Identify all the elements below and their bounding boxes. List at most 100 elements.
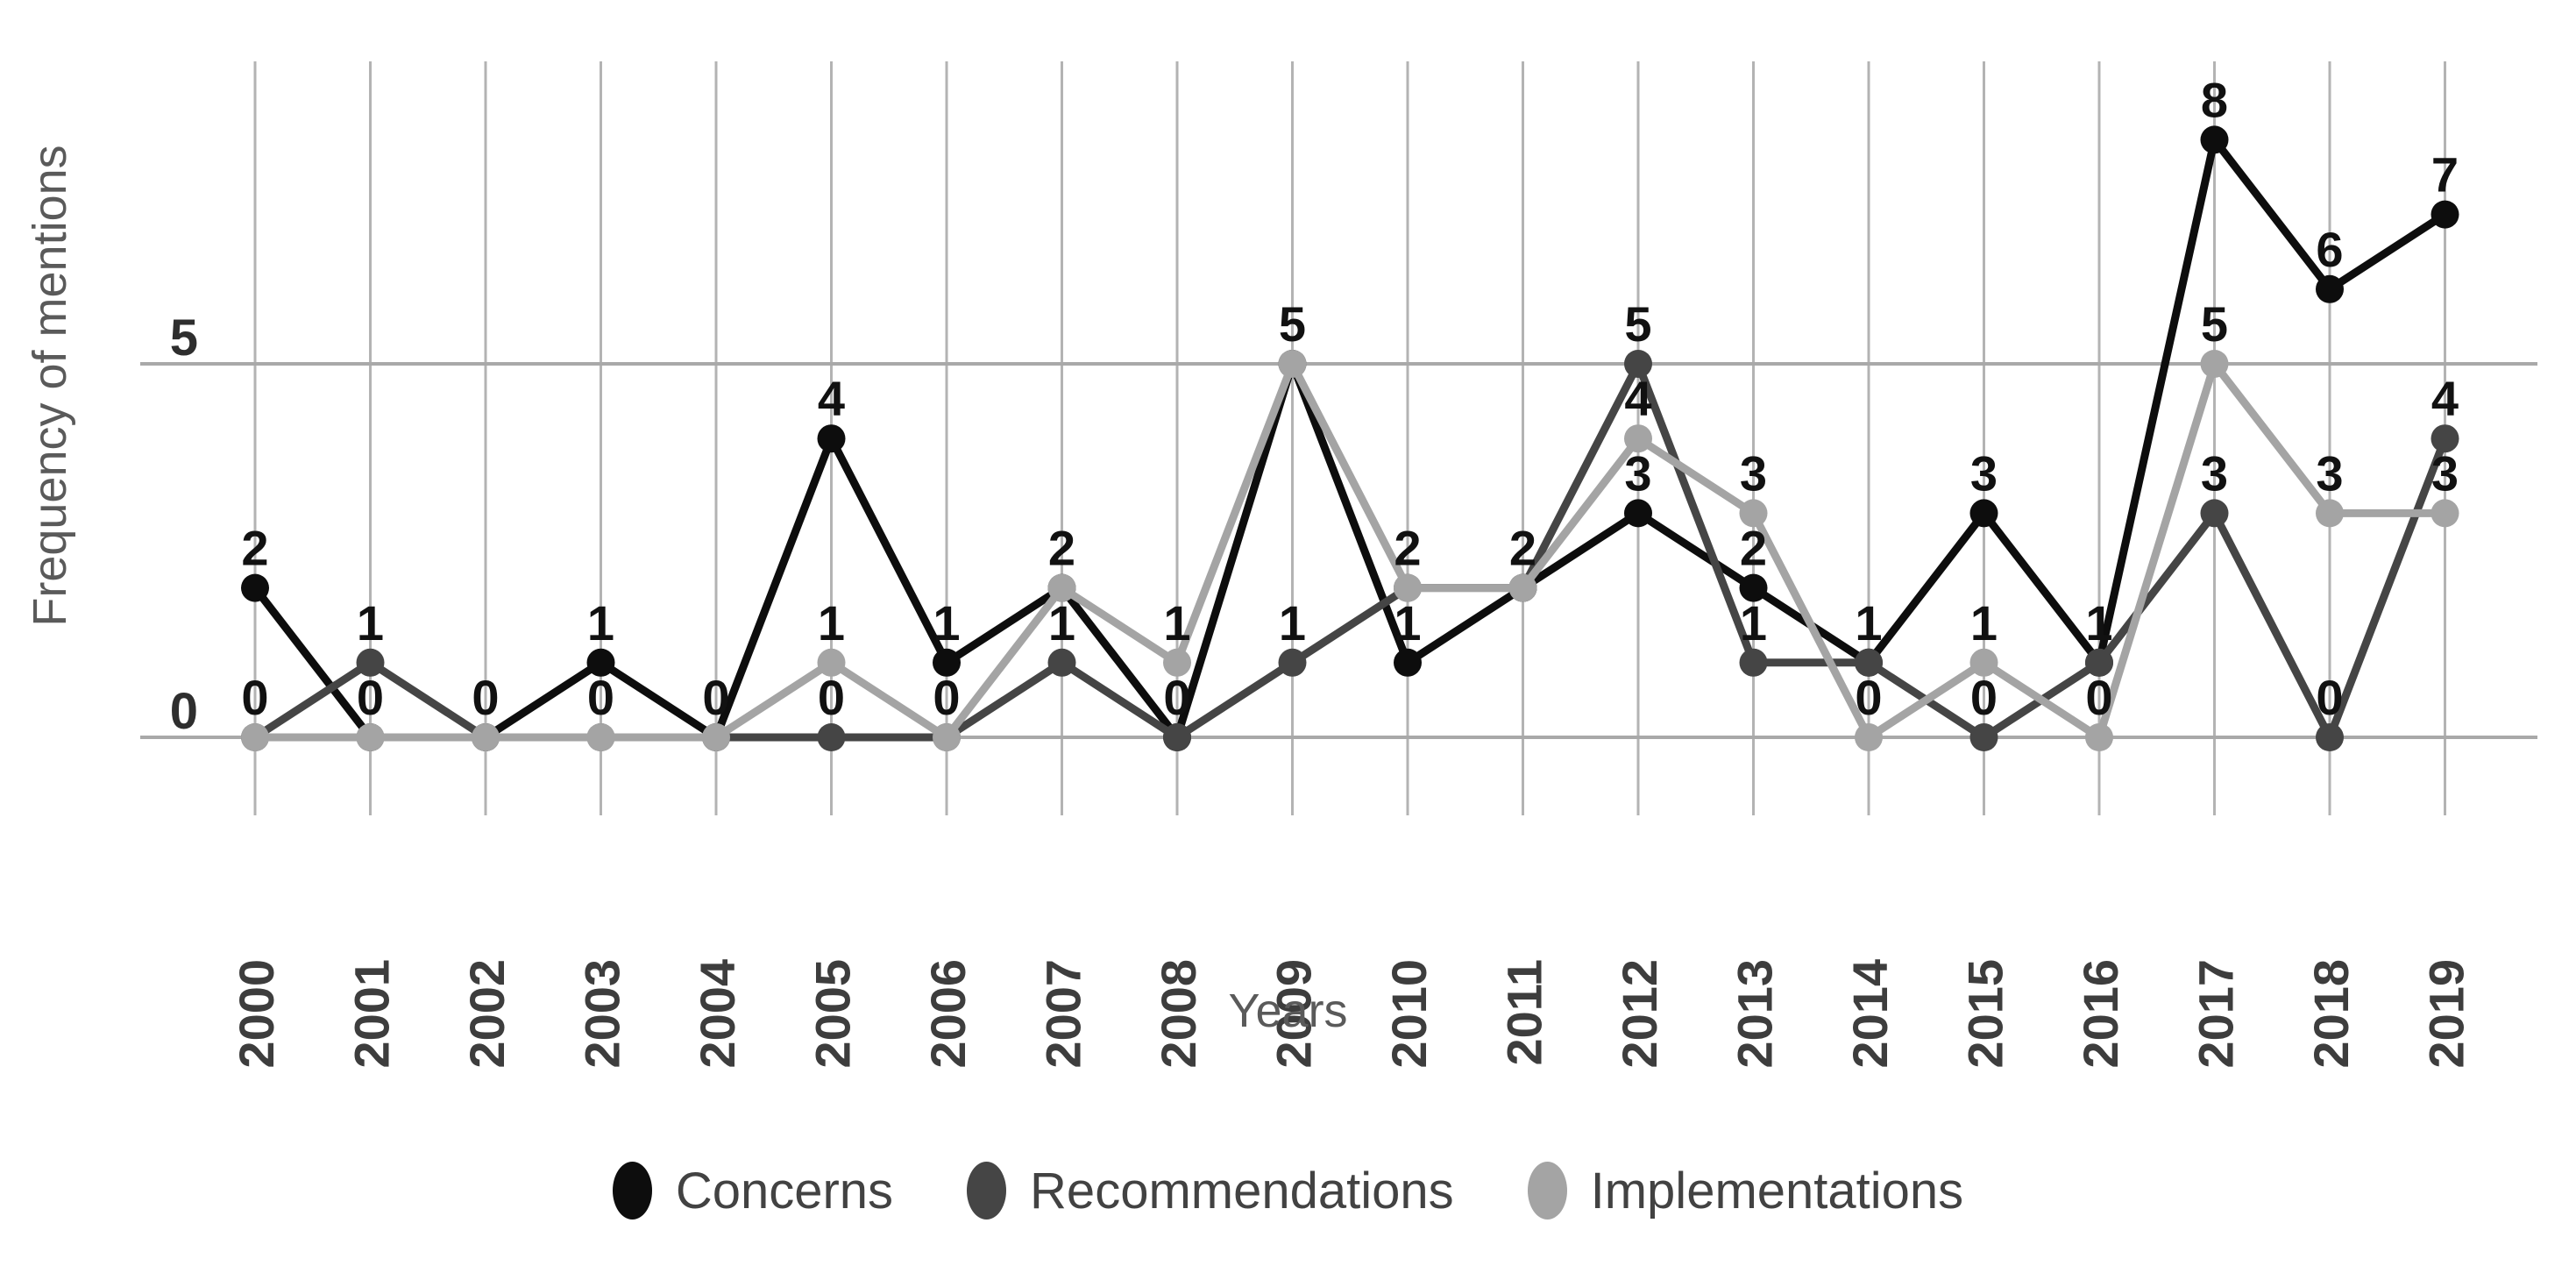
point-label-2017-5: 5 xyxy=(2201,296,2228,352)
legend-item-concerns: Concerns xyxy=(612,1162,894,1220)
point-label-2016-1: 1 xyxy=(2085,595,2112,651)
x-tick-label-2018: 2018 xyxy=(2303,959,2359,1069)
point-label-2008-0: 0 xyxy=(1163,670,1190,725)
data-point-recommendations-2009 xyxy=(1278,648,1307,677)
point-label-2003-1: 1 xyxy=(587,595,614,651)
data-point-recommendations-2012 xyxy=(1624,350,1652,378)
point-label-2005-0: 0 xyxy=(818,670,845,725)
data-point-recommendations-2018 xyxy=(2316,723,2344,751)
point-label-2000-2: 2 xyxy=(241,521,268,576)
x-tick-label-2001: 2001 xyxy=(344,959,400,1069)
point-label-2015-3: 3 xyxy=(1970,445,1998,501)
data-point-concerns-2010 xyxy=(1394,648,1422,677)
point-label-2008-1: 1 xyxy=(1163,595,1190,651)
x-tick-label-2012: 2012 xyxy=(1612,959,1667,1069)
data-point-implementations-2007 xyxy=(1047,573,1076,602)
x-tick-label-2005: 2005 xyxy=(805,959,861,1069)
data-point-concerns-2015 xyxy=(1969,499,1998,528)
data-point-concerns-2005 xyxy=(817,424,846,453)
point-value-labels: 2 0 0 1 0 1 0 0 4 0 1 1 0 2 1 0 1 5 1 1 2 2 3 5 4 2 1 3 1 0 3 0 1 1 0 8 3 5 6 0… xyxy=(241,72,2459,725)
point-label-2012-5: 5 xyxy=(1624,296,1651,352)
data-point-implementations-2000 xyxy=(241,723,269,751)
point-label-2013-3: 3 xyxy=(1740,445,1767,501)
x-tick-label-2011: 2011 xyxy=(1497,959,1552,1066)
series-line-concerns xyxy=(251,135,2449,742)
data-point-implementations-2006 xyxy=(933,723,961,751)
data-point-implementations-2008 xyxy=(1163,648,1191,677)
data-point-concerns-2019 xyxy=(2431,200,2459,229)
point-label-2009-1: 1 xyxy=(1279,595,1306,651)
data-point-implementations-2019 xyxy=(2431,499,2459,528)
data-point-implementations-2014 xyxy=(1855,723,1883,751)
x-tick-label-2006: 2006 xyxy=(920,959,976,1069)
x-tick-label-2003: 2003 xyxy=(575,959,630,1069)
point-label-2016-0: 0 xyxy=(2085,670,2112,725)
data-point-implementations-2002 xyxy=(472,723,500,751)
point-label-2015-0: 0 xyxy=(1970,670,1998,725)
data-point-implementations-2016 xyxy=(2085,723,2113,751)
point-label-2007-1: 1 xyxy=(1048,595,1075,651)
point-label-2011-2: 2 xyxy=(1509,521,1536,576)
point-label-2004-0: 0 xyxy=(702,670,729,725)
data-point-recommendations-2015 xyxy=(1969,723,1998,751)
x-tick-label-2009: 2009 xyxy=(1267,959,1322,1069)
data-point-implementations-2017 xyxy=(2200,350,2229,378)
data-point-implementations-2011 xyxy=(1508,573,1537,602)
point-label-2001-0: 0 xyxy=(357,670,384,725)
y-tick-label-0: 0 xyxy=(170,683,198,740)
x-axis-title: Years xyxy=(1228,985,1348,1037)
data-point-recommendations-2005 xyxy=(817,723,846,751)
point-label-2009-5: 5 xyxy=(1279,296,1306,352)
point-label-2006-0: 0 xyxy=(933,670,960,725)
chart-legend: Concerns Recommendations Implementations xyxy=(0,1156,2576,1226)
y-tick-label-5: 5 xyxy=(170,309,198,366)
data-point-implementations-2004 xyxy=(702,723,730,751)
point-label-2017-8: 8 xyxy=(2201,72,2228,127)
data-point-implementations-2015 xyxy=(1969,648,1998,677)
series-line-implementations xyxy=(251,359,2449,742)
x-tick-label-2007: 2007 xyxy=(1036,959,1091,1069)
legend-label-concerns: Concerns xyxy=(675,1162,894,1220)
data-point-implementations-2010 xyxy=(1394,573,1422,602)
point-label-2002-0: 0 xyxy=(472,670,499,725)
legend-item-recommendations: Recommendations xyxy=(967,1162,1454,1220)
point-label-2005-1: 1 xyxy=(818,595,845,651)
x-tick-label-2002: 2002 xyxy=(459,959,514,1069)
data-point-implementations-2018 xyxy=(2316,499,2344,528)
data-point-concerns-2000 xyxy=(241,573,269,602)
x-tick-label-2015: 2015 xyxy=(1958,959,2013,1069)
point-label-2007-2: 2 xyxy=(1048,521,1075,576)
data-point-recommendations-2001 xyxy=(356,648,385,677)
point-label-2003-0: 0 xyxy=(587,670,614,725)
data-point-recommendations-2014 xyxy=(1855,648,1883,677)
data-point-implementations-2013 xyxy=(1739,499,1768,528)
point-label-2015-1: 1 xyxy=(1970,595,1998,651)
x-tick-label-2008: 2008 xyxy=(1151,959,1206,1069)
point-label-2013-2: 2 xyxy=(1740,521,1767,576)
x-axis-tick-labels: 2000 2001 2002 2003 2004 2005 2006 2007 2008 2009… xyxy=(229,959,2474,1069)
data-point-concerns-2006 xyxy=(933,648,961,677)
data-point-recommendations-2016 xyxy=(2085,648,2113,677)
data-point-recommendations-2013 xyxy=(1739,648,1768,677)
data-point-recommendations-2019 xyxy=(2431,424,2459,453)
point-label-2000-0: 0 xyxy=(241,670,268,725)
series-lines-and-points xyxy=(241,125,2459,751)
data-point-recommendations-2017 xyxy=(2200,499,2229,528)
data-point-recommendations-2008 xyxy=(1163,723,1191,751)
legend-marker-circle-concerns xyxy=(612,1162,652,1220)
data-point-concerns-2017 xyxy=(2200,125,2229,154)
x-tick-label-2016: 2016 xyxy=(2073,959,2128,1069)
data-point-implementations-2005 xyxy=(817,648,846,677)
point-label-2018-0: 0 xyxy=(2316,670,2343,725)
legend-label-recommendations: Recommendations xyxy=(1030,1162,1454,1220)
data-point-concerns-2018 xyxy=(2316,274,2344,303)
point-label-2012-3: 3 xyxy=(1624,445,1651,501)
data-point-concerns-2012 xyxy=(1624,499,1652,528)
point-label-2014-0: 0 xyxy=(1855,670,1882,725)
data-point-implementations-2001 xyxy=(356,723,385,751)
data-point-recommendations-2007 xyxy=(1047,648,1076,677)
data-point-concerns-2013 xyxy=(1739,573,1768,602)
point-label-2017-3: 3 xyxy=(2201,445,2228,501)
